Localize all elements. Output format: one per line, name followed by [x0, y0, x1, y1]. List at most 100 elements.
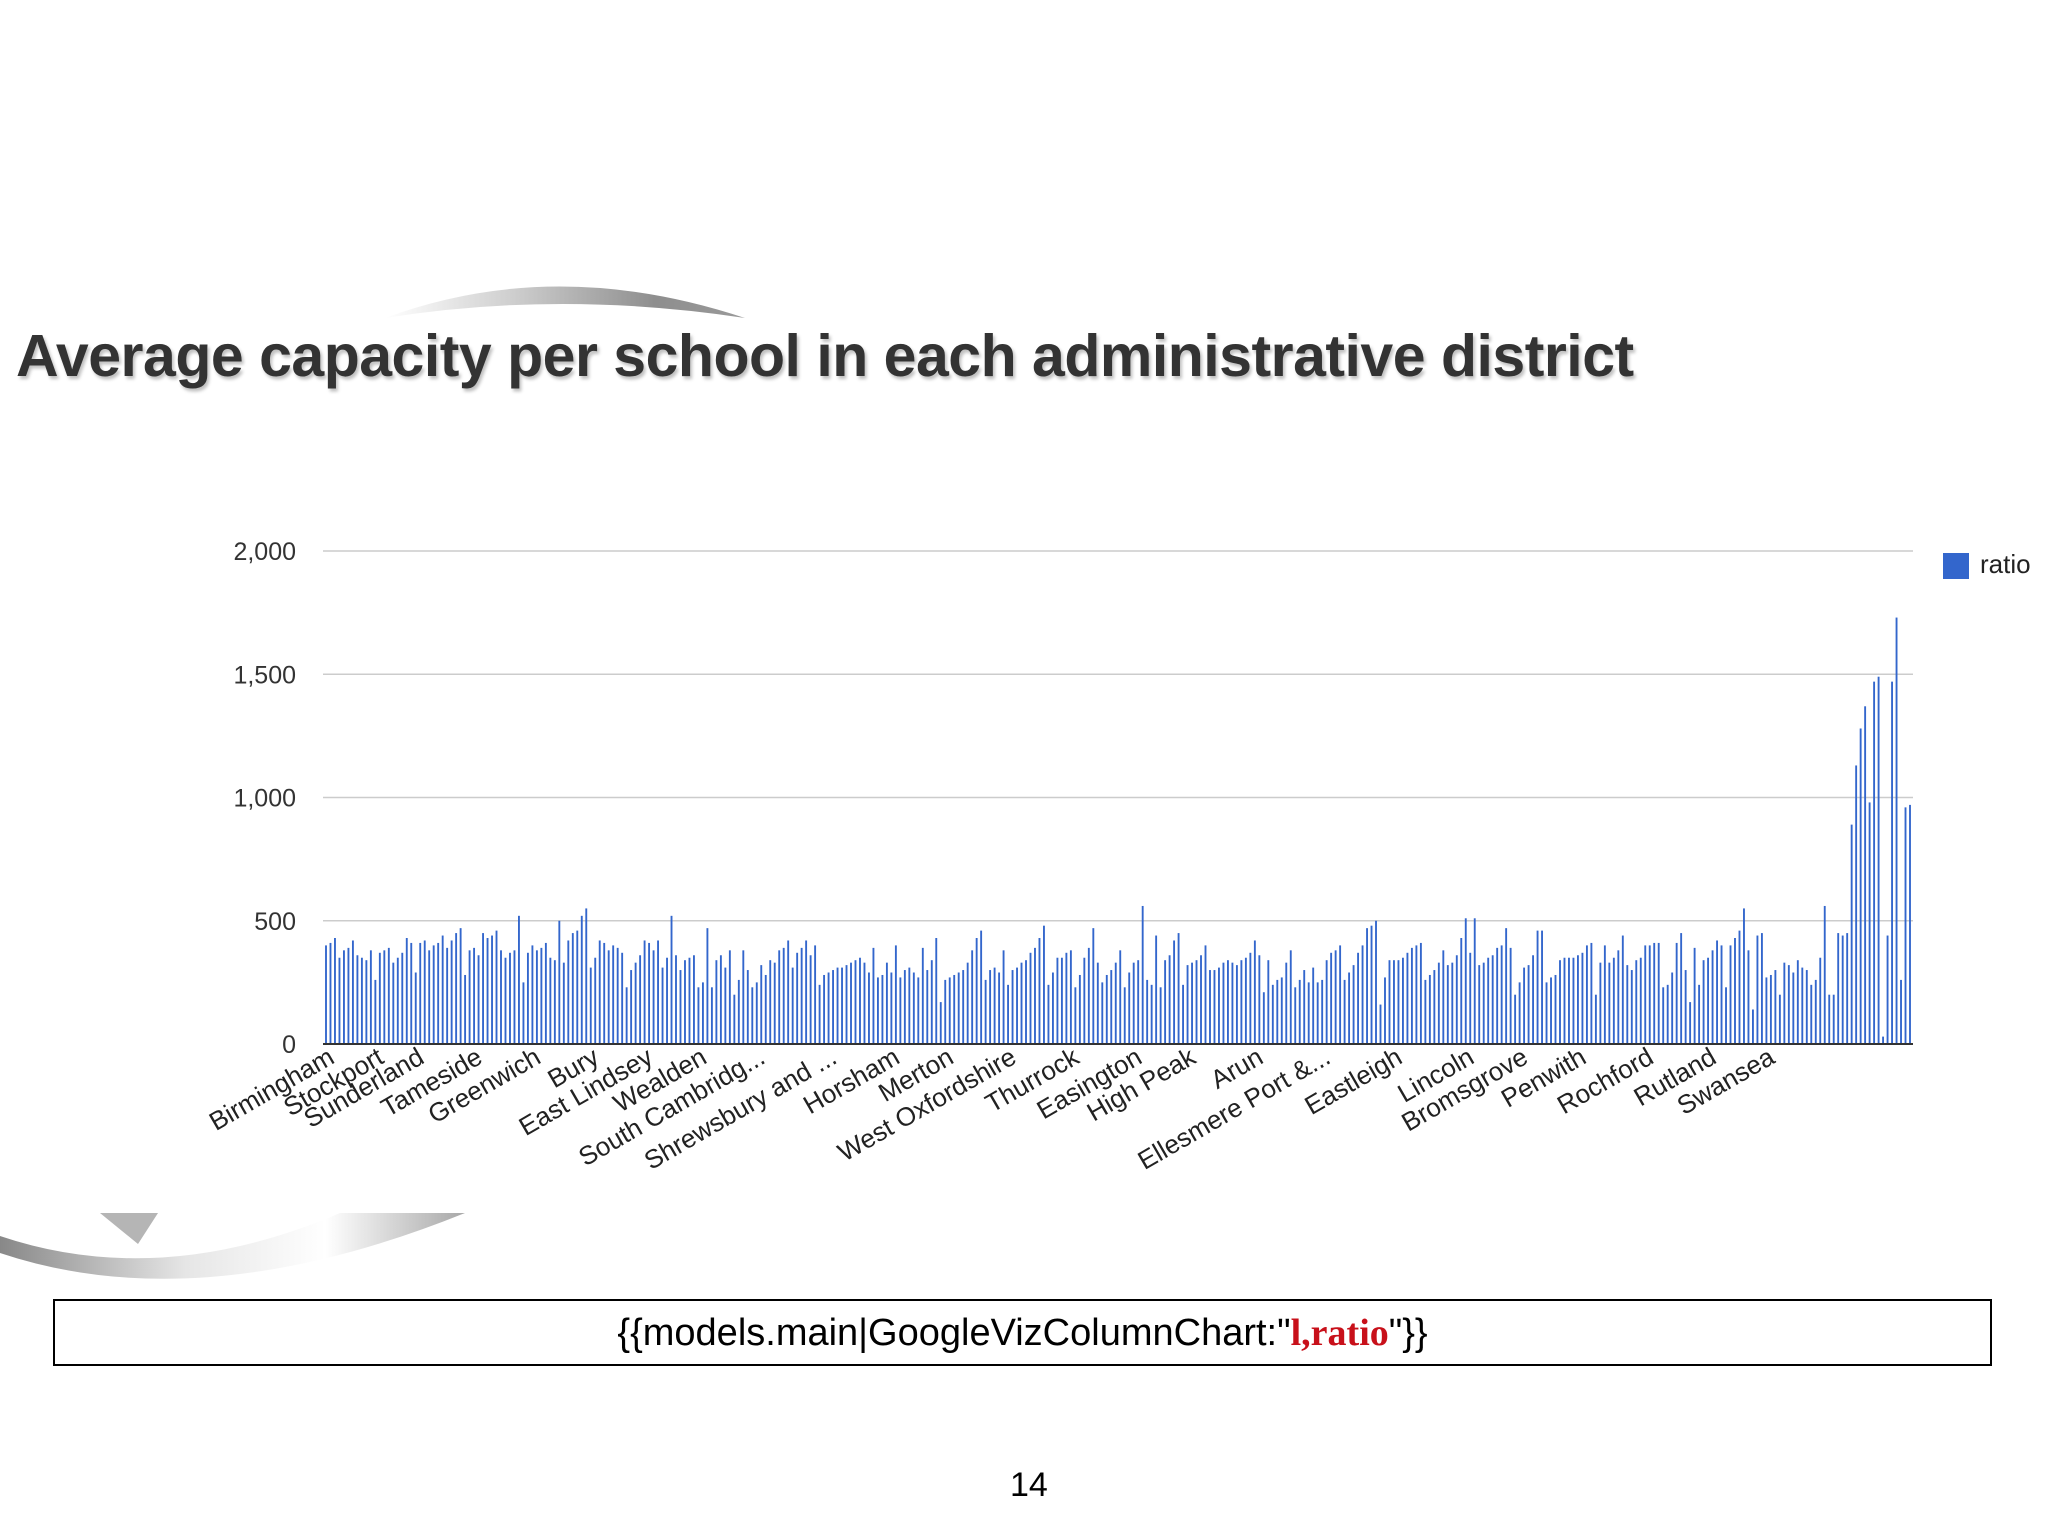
bar [1612, 957, 1615, 1044]
bar [1020, 962, 1023, 1044]
bar [1796, 960, 1799, 1044]
bar [414, 972, 417, 1044]
bar [1666, 984, 1669, 1044]
bar [737, 979, 740, 1044]
bar [854, 960, 857, 1044]
bar [594, 957, 597, 1044]
bar [374, 979, 377, 1044]
bar [1159, 987, 1162, 1044]
bar [504, 957, 507, 1044]
bar [1352, 965, 1355, 1044]
bar [1011, 970, 1014, 1044]
bar [755, 982, 758, 1045]
bar [1603, 945, 1606, 1044]
bar [1832, 994, 1835, 1044]
bar [1841, 935, 1844, 1044]
bar [1747, 950, 1750, 1044]
bar [917, 977, 920, 1044]
bar [607, 950, 610, 1044]
bar [360, 957, 363, 1044]
bar [1801, 967, 1804, 1044]
bar [993, 967, 996, 1044]
bar [1384, 977, 1386, 1044]
bar [1330, 952, 1333, 1044]
bar [1559, 960, 1561, 1044]
bar [688, 957, 691, 1044]
bar [1657, 942, 1660, 1044]
bar [1554, 974, 1557, 1044]
bar [868, 972, 870, 1044]
bar [787, 940, 790, 1044]
bar [1410, 947, 1413, 1044]
bar [1083, 957, 1086, 1044]
bar [482, 933, 484, 1044]
bar [1379, 1004, 1382, 1044]
bar [1200, 955, 1202, 1044]
bar [903, 970, 906, 1044]
bar [1428, 974, 1431, 1044]
bar [477, 955, 480, 1044]
bar [872, 947, 875, 1044]
bar [585, 908, 588, 1044]
bar [1514, 994, 1517, 1044]
bar [957, 972, 960, 1044]
bar [1424, 979, 1427, 1044]
bar [1316, 982, 1319, 1045]
bar [1038, 938, 1041, 1044]
bar [1590, 942, 1593, 1044]
bar [1805, 970, 1808, 1044]
bar [383, 950, 386, 1044]
bar [1644, 945, 1647, 1044]
bar [930, 960, 933, 1044]
bar [1464, 918, 1467, 1044]
y-tick-label: 2,000 [233, 538, 296, 566]
bar [1034, 947, 1036, 1044]
bar [890, 972, 893, 1044]
bar [980, 930, 983, 1044]
bar [1653, 942, 1656, 1044]
bar [423, 940, 426, 1044]
bar [630, 970, 633, 1044]
bar [625, 987, 628, 1044]
bar [540, 947, 543, 1044]
bar [1639, 957, 1642, 1044]
bar [1689, 1002, 1692, 1044]
bar [1819, 957, 1822, 1044]
bar [1810, 984, 1813, 1044]
bar [571, 933, 574, 1044]
bar [1285, 962, 1288, 1044]
bar [953, 974, 956, 1044]
bar [405, 938, 408, 1044]
bar [558, 920, 561, 1044]
bar [1850, 824, 1853, 1044]
bar [1244, 957, 1247, 1044]
bar [535, 950, 538, 1044]
bar [1787, 965, 1790, 1044]
bar [1720, 945, 1723, 1044]
bar [1859, 728, 1862, 1044]
bar [1218, 967, 1220, 1044]
bar [580, 915, 583, 1044]
bar [966, 962, 969, 1044]
bar [719, 955, 722, 1044]
bar [841, 967, 843, 1044]
legend-label: ratio [1980, 549, 2031, 579]
bar [1078, 974, 1081, 1044]
bar [1388, 960, 1391, 1044]
bar [1756, 935, 1759, 1044]
bar [1617, 950, 1620, 1044]
bar [998, 972, 1001, 1044]
bar [387, 947, 390, 1044]
bar [1047, 984, 1050, 1044]
bars [325, 617, 1911, 1045]
bar [823, 974, 826, 1044]
bar [1195, 960, 1198, 1044]
bar [733, 994, 736, 1044]
bar [410, 942, 413, 1044]
bar [1150, 984, 1153, 1044]
bar [369, 950, 372, 1044]
bar [589, 967, 592, 1044]
bar [616, 947, 619, 1044]
bar [1280, 977, 1283, 1044]
bar [1065, 952, 1068, 1044]
